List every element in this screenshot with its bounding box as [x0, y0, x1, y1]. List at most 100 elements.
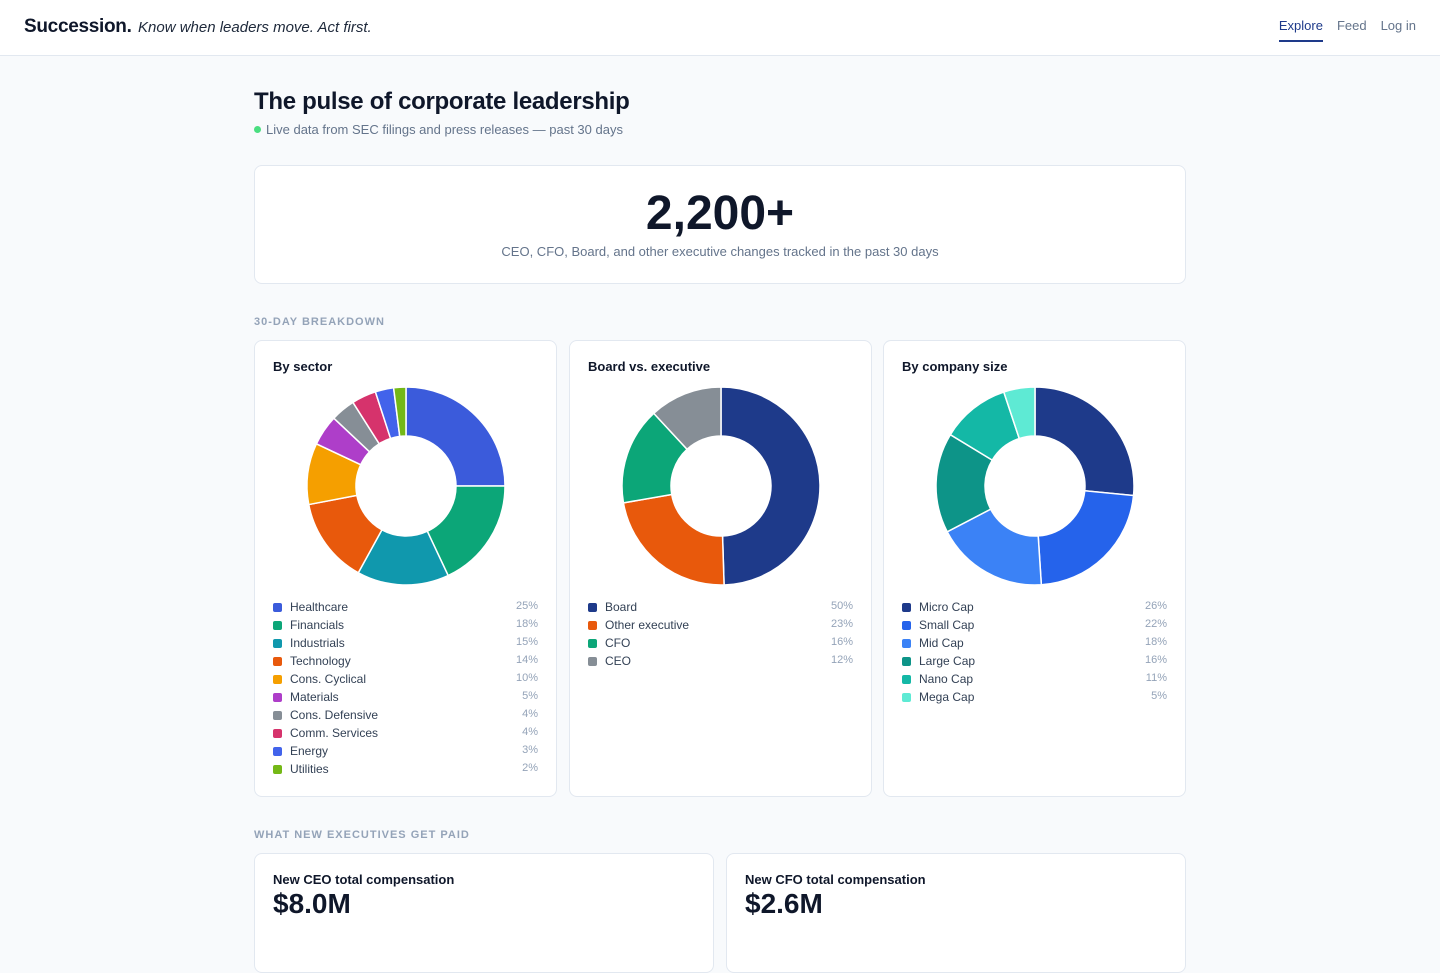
legend-item: Industrials 15%	[273, 636, 538, 654]
donut-slice	[1002, 387, 1036, 440]
legend-label: Mega Cap	[919, 690, 975, 704]
chart-card: Board vs. executive Board 50% Other executi…	[569, 340, 872, 797]
legend-value: 4%	[522, 726, 538, 738]
legend-label: Technology	[290, 654, 351, 668]
chart-title: By sector	[273, 359, 333, 374]
legend-item: Materials 5%	[273, 690, 538, 708]
legend-value: 11%	[1145, 672, 1167, 684]
legend-label: CEO	[605, 654, 632, 668]
legend-value: 5%	[522, 690, 538, 702]
legend-value: 25%	[515, 600, 538, 612]
nav-link[interactable]: Feed	[1336, 18, 1367, 33]
legend-item: Cons. Cyclical 10%	[273, 672, 538, 690]
tagline: Know when leaders move. Act first.	[138, 19, 372, 36]
legend-label: Nano Cap	[919, 672, 974, 686]
legend-value: 18%	[1144, 636, 1167, 648]
legend-label: Comm. Services	[290, 726, 379, 740]
legend-label: Other executive	[605, 618, 690, 632]
legend-item: Board 50%	[588, 600, 853, 618]
nav-link[interactable]: Explore	[1278, 18, 1323, 42]
legend-value: 18%	[515, 618, 538, 630]
section-label: WHAT NEW EXECUTIVES GET PAID	[254, 829, 470, 841]
legend-value: 16%	[1144, 654, 1167, 666]
donut-slice	[1037, 489, 1135, 586]
legend-label: Board	[605, 600, 638, 614]
legend-swatch	[273, 711, 282, 720]
legend-value: 4%	[522, 708, 538, 720]
legend-swatch	[273, 729, 282, 738]
legend-item: Mid Cap 18%	[902, 636, 1167, 654]
legend-label: Cons. Cyclical	[290, 672, 367, 686]
legend-swatch	[902, 621, 911, 630]
legend-value: 10%	[515, 672, 538, 684]
chart-title: Board vs. executive	[588, 359, 711, 374]
chart-card: By sector Healthcare 25% Financials 18% Indus…	[254, 340, 557, 797]
pay-value: $2.6M	[745, 888, 823, 919]
donut-slice	[405, 387, 506, 487]
chart-title: By company size	[902, 359, 1008, 374]
legend-label: Energy	[290, 744, 329, 758]
legend-swatch	[902, 693, 911, 702]
legend-item: Utilities 2%	[273, 762, 538, 780]
page-title: The pulse of corporate leadership	[254, 88, 630, 115]
subtitle: Live data from SEC filings and press rel…	[254, 122, 623, 137]
legend-item: Nano Cap 11%	[902, 672, 1167, 690]
legend-swatch	[273, 765, 282, 774]
legend-label: Utilities	[290, 762, 329, 776]
pay-title: New CFO total compensation	[745, 872, 926, 887]
legend-swatch	[588, 657, 597, 666]
legend-item: Comm. Services 4%	[273, 726, 538, 744]
legend-value: 50%	[830, 600, 853, 612]
header: Succession. Know when leaders move. Act …	[0, 0, 1440, 56]
donut-slice	[720, 387, 821, 586]
legend-item: Mega Cap 5%	[902, 690, 1167, 708]
legend-value: 16%	[830, 636, 853, 648]
legend-value: 23%	[830, 618, 853, 630]
chart-card: By company size Micro Cap 26% Small Cap 22% M…	[883, 340, 1186, 797]
legend-item: Micro Cap 26%	[902, 600, 1167, 618]
legend-swatch	[588, 621, 597, 630]
brand[interactable]: Succession.	[24, 16, 132, 37]
legend-swatch	[902, 603, 911, 612]
legend-label: Healthcare	[290, 600, 349, 614]
donut-slice	[1034, 387, 1135, 497]
donut-slice	[622, 493, 725, 586]
legend-item: CFO 16%	[588, 636, 853, 654]
donut-chart	[935, 387, 1135, 586]
legend-swatch	[902, 639, 911, 648]
legend-item: Financials 18%	[273, 618, 538, 636]
legend-swatch	[273, 603, 282, 612]
legend-swatch	[902, 675, 911, 684]
legend-value: 15%	[515, 636, 538, 648]
legend-swatch	[273, 747, 282, 756]
legend-item: Small Cap 22%	[902, 618, 1167, 636]
legend-item: Energy 3%	[273, 744, 538, 762]
stat-value: 2,200+	[645, 187, 795, 240]
donut-chart	[621, 387, 821, 586]
legend-swatch	[273, 675, 282, 684]
legend-swatch	[273, 657, 282, 666]
legend-swatch	[273, 621, 282, 630]
legend-item: CEO 12%	[588, 654, 853, 672]
legend-label: Micro Cap	[919, 600, 974, 614]
donut-slice	[392, 387, 407, 438]
stat-card: 2,200+ CEO, CFO, Board, and other execut…	[254, 165, 1186, 284]
legend-item: Technology 14%	[273, 654, 538, 672]
nav-link[interactable]: Log in	[1380, 18, 1416, 33]
nav: Explore Feed Log in	[1278, 18, 1416, 42]
legend-label: Small Cap	[919, 618, 975, 632]
legend-swatch	[273, 693, 282, 702]
subtitle-text: Live data from SEC filings and press rel…	[266, 122, 623, 137]
legend-swatch	[273, 639, 282, 648]
legend-value: 3%	[522, 744, 538, 756]
donut-chart	[306, 387, 506, 586]
legend-value: 12%	[830, 654, 853, 666]
legend-label: Cons. Defensive	[290, 708, 379, 722]
legend-label: Large Cap	[919, 654, 976, 668]
legend-swatch	[902, 657, 911, 666]
legend-label: Industrials	[290, 636, 345, 650]
stat-caption: CEO, CFO, Board, and other executive cha…	[501, 244, 939, 259]
legend-label: Materials	[290, 690, 339, 704]
legend-value: 22%	[1144, 618, 1167, 630]
